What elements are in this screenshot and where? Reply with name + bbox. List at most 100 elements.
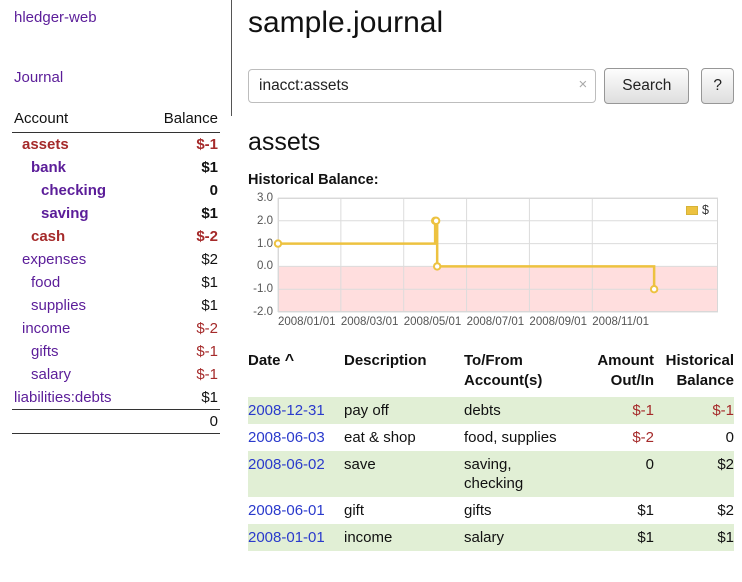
chart-y-axis: 3.0 2.0 1.0 0.0 -1.0 -2.0 <box>248 192 278 332</box>
search-button[interactable]: Search <box>604 68 690 104</box>
transaction-date-link[interactable]: 2008-06-02 <box>248 456 325 473</box>
accounts-header-row: Account Balance <box>12 110 220 133</box>
account-row-expenses: expenses $2 <box>12 248 220 271</box>
transaction-amount: $-1 <box>632 402 654 419</box>
x-tick-label: 2008/05/01 <box>403 316 462 328</box>
account-link-assets[interactable]: assets <box>22 136 69 153</box>
transaction-accounts: saving, checking <box>464 456 524 492</box>
transaction-description: save <box>344 456 376 473</box>
transaction-date-link[interactable]: 2008-01-01 <box>248 529 325 546</box>
account-balance-cash: $-2 <box>196 228 218 245</box>
register-header-accounts-line2: Account(s) <box>464 372 543 389</box>
chart-plot-area: $ <box>273 197 718 313</box>
account-balance-supplies: $1 <box>201 297 218 314</box>
account-link-expenses[interactable]: expenses <box>22 251 87 268</box>
transaction-balance: $2 <box>717 502 734 519</box>
transaction-date-link[interactable]: 2008-06-01 <box>248 502 325 519</box>
register-header-date[interactable]: Date ^ <box>248 349 344 397</box>
account-heading: assets <box>248 128 321 156</box>
register-table: Date ^ Description To/From Account(s) Amo… <box>248 349 734 551</box>
transaction-balance: $1 <box>717 529 734 546</box>
y-tick-label: 0.0 <box>257 260 273 273</box>
register-header-balance-line2: Balance <box>676 372 734 389</box>
accounts-header-balance: Balance <box>143 110 220 133</box>
chart-legend: $ <box>682 202 713 218</box>
register-row: 2008-12-31 pay off debts $-1 $-1 <box>248 397 734 424</box>
account-row-food: food $1 <box>12 271 220 294</box>
account-row-gifts: gifts $-1 <box>12 340 220 363</box>
help-button[interactable]: ? <box>701 68 734 104</box>
nav-journal-link[interactable]: Journal <box>14 69 64 86</box>
account-row-cash: cash $-2 <box>12 225 220 248</box>
register-header-date-label: Date <box>248 352 281 369</box>
y-tick-label: -2.0 <box>253 306 273 318</box>
account-row-checking: checking 0 <box>12 179 220 202</box>
register-row: 2008-01-01 income salary $1 $1 <box>248 524 734 551</box>
register-row: 2008-06-02 save saving, checking 0 $2 <box>248 451 734 497</box>
transaction-balance: $2 <box>717 456 734 473</box>
transaction-description: pay off <box>344 402 389 419</box>
search-input[interactable] <box>248 69 597 103</box>
search-box: × <box>248 69 597 103</box>
account-link-liabilities-debts[interactable]: liabilities:debts <box>14 389 112 406</box>
account-link-bank[interactable]: bank <box>31 159 67 176</box>
transaction-accounts: gifts <box>464 502 492 519</box>
account-row-bank: bank $1 <box>12 156 220 179</box>
transaction-amount: $1 <box>637 502 654 519</box>
accounts-table: Account Balance assets $-1 bank $1 check… <box>12 110 220 434</box>
account-link-food[interactable]: food <box>31 274 61 291</box>
chart-title: Historical Balance: <box>248 172 379 188</box>
search-bar: × Search ? <box>248 68 734 104</box>
transaction-balance: $-1 <box>712 402 734 419</box>
transaction-amount: $-2 <box>632 429 654 446</box>
account-balance-saving: $1 <box>201 205 218 222</box>
account-balance-salary: $-1 <box>196 366 218 383</box>
y-tick-label: 3.0 <box>257 192 273 204</box>
register-header-accounts: To/From Account(s) <box>464 349 582 397</box>
account-balance-bank: $1 <box>201 159 218 176</box>
transaction-accounts: salary <box>464 529 505 546</box>
sidebar: hledger-web Journal Account Balance asse… <box>0 0 232 434</box>
chart-x-axis: 2008/01/01 2008/03/01 2008/05/01 2008/07/01… <box>278 315 718 332</box>
account-link-income[interactable]: income <box>22 320 71 337</box>
balance-chart: 3.0 2.0 1.0 0.0 -1.0 -2.0 $ 2008/01/01 2008/03… <box>248 192 734 332</box>
accounts-header-account: Account <box>12 110 144 133</box>
y-tick-label: 2.0 <box>257 214 273 227</box>
main-content: sample.journal × Search ? assets Histori… <box>232 0 742 551</box>
account-link-supplies[interactable]: supplies <box>31 297 87 314</box>
account-link-saving[interactable]: saving <box>41 205 89 222</box>
account-balance-income: $-2 <box>196 320 218 337</box>
register-header-amount: Amount Out/In <box>582 349 654 397</box>
app-title-link[interactable]: hledger-web <box>14 9 97 26</box>
x-tick-label: 2008/11/01 <box>592 316 649 328</box>
sort-ascending-icon: ^ <box>284 352 295 369</box>
x-tick-label: 2008/07/01 <box>466 316 525 328</box>
account-link-gifts[interactable]: gifts <box>31 343 59 360</box>
clear-search-icon[interactable]: × <box>578 76 588 93</box>
register-header-balance: Historical Balance <box>654 349 734 397</box>
account-link-checking[interactable]: checking <box>41 182 107 199</box>
transaction-date-link[interactable]: 2008-12-31 <box>248 402 325 419</box>
page-title: sample.journal <box>248 6 444 39</box>
register-row: 2008-06-01 gift gifts $1 $2 <box>248 497 734 524</box>
account-link-cash[interactable]: cash <box>31 228 66 245</box>
y-tick-label: 1.0 <box>257 237 273 250</box>
account-row-assets: assets $-1 <box>12 133 220 157</box>
transaction-amount: 0 <box>645 456 654 473</box>
transaction-description: gift <box>344 502 365 519</box>
account-balance-gifts: $-1 <box>196 343 218 360</box>
transaction-date-link[interactable]: 2008-06-03 <box>248 429 325 446</box>
register-header-accounts-line1: To/From <box>464 352 523 369</box>
x-tick-label: 2008/09/01 <box>529 316 587 328</box>
transaction-description: eat & shop <box>344 429 416 446</box>
account-row-supplies: supplies $1 <box>12 294 220 317</box>
accounts-total-value: 0 <box>12 409 220 434</box>
account-link-salary[interactable]: salary <box>31 366 72 383</box>
transaction-balance: 0 <box>725 429 734 446</box>
account-row-saving: saving $1 <box>12 202 220 225</box>
sidebar-divider <box>231 0 232 116</box>
legend-label: $ <box>702 203 709 217</box>
account-balance-liabilities-debts: $1 <box>201 389 218 406</box>
x-tick-label: 2008/03/01 <box>340 316 399 328</box>
account-balance-assets: $-1 <box>196 136 218 153</box>
